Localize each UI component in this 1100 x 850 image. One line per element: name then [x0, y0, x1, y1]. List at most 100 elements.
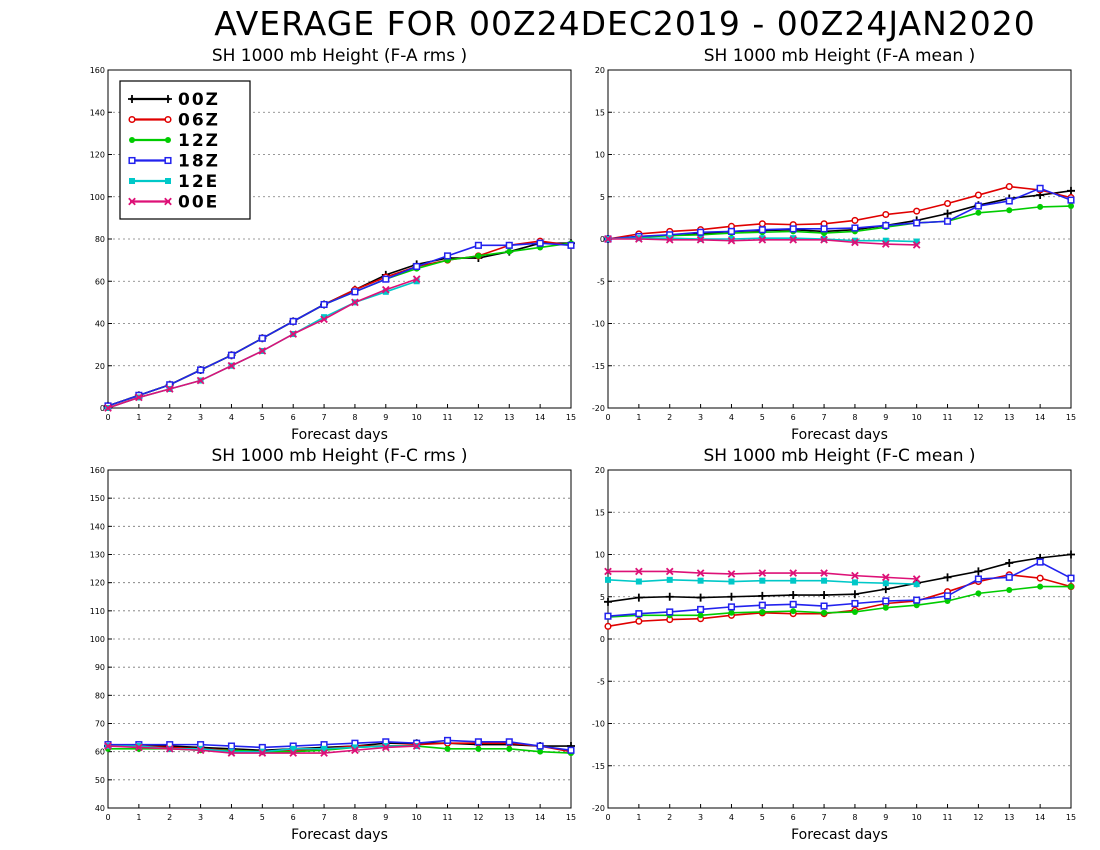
data-point — [635, 610, 643, 618]
data-point — [443, 736, 452, 744]
data-point — [1006, 586, 1013, 593]
y-tick-label: 40 — [95, 804, 105, 813]
data-point — [881, 240, 890, 248]
x-tick-label: 6 — [791, 813, 796, 822]
legend-entry: 12Z — [129, 131, 218, 151]
data-point — [789, 225, 797, 233]
series-line-00Z — [607, 553, 1072, 603]
data-point — [1037, 203, 1044, 210]
data-point — [351, 746, 359, 755]
x-tick-label: 1 — [636, 813, 641, 822]
data-point — [943, 573, 952, 582]
data-point — [944, 597, 951, 604]
data-point — [882, 221, 890, 230]
x-tick-label: 7 — [822, 413, 827, 422]
legend-entry: 06Z — [128, 111, 218, 131]
data-point — [289, 317, 297, 325]
series-line-06Z — [607, 573, 1072, 628]
y-tick-label: 0 — [100, 404, 105, 413]
x-axis-label: Forecast days — [791, 827, 888, 843]
x-tick-label: 8 — [352, 413, 357, 422]
data-point — [913, 602, 920, 609]
data-point — [228, 748, 235, 755]
y-tick-label: 0 — [600, 635, 605, 644]
data-point — [820, 236, 828, 244]
data-point — [913, 581, 920, 588]
x-tick-label: 7 — [322, 413, 327, 422]
panel-title: SH 1000 mb Height (F-C rms ) — [212, 446, 468, 466]
data-point — [913, 238, 920, 245]
y-tick-label: -15 — [592, 362, 605, 371]
data-point — [666, 576, 673, 583]
data-point — [567, 241, 575, 249]
x-tick-label: 10 — [412, 813, 422, 822]
data-point — [321, 745, 328, 752]
series-line-18Z — [607, 187, 1072, 240]
y-tick-label: 10 — [595, 551, 605, 560]
x-tick-label: 2 — [167, 413, 172, 422]
series-00Z — [604, 550, 1075, 606]
data-point — [289, 330, 298, 338]
data-point — [789, 591, 798, 600]
data-point — [727, 570, 736, 578]
legend-entry: 12E — [129, 172, 219, 192]
x-tick-label: 4 — [229, 413, 234, 422]
data-point — [604, 622, 612, 630]
x-tick-label: 13 — [1004, 813, 1014, 822]
x-tick-label: 1 — [636, 413, 641, 422]
y-tick-label: 150 — [90, 494, 105, 503]
y-tick-label: 100 — [90, 635, 105, 644]
series-18Z — [104, 239, 575, 410]
x-tick-label: 3 — [198, 813, 203, 822]
data-point — [881, 573, 890, 582]
y-tick-label: 140 — [90, 108, 105, 117]
x-tick-label: 9 — [383, 813, 388, 822]
x-tick-label: 14 — [1035, 813, 1045, 822]
legend-entry: 00Z — [128, 90, 218, 110]
panel-title: SH 1000 mb Height (F-A rms ) — [212, 46, 467, 66]
panel-4: 0 1 2 3 4 5 6 7 8 9 10 11 12 13 14 15-20-15-10-50510152… — [592, 446, 1076, 843]
data-point — [851, 224, 859, 232]
data-point — [851, 238, 859, 247]
data-point — [696, 593, 705, 602]
data-point — [790, 608, 797, 615]
x-tick-label: 8 — [852, 813, 857, 822]
data-point — [475, 745, 482, 752]
data-point — [320, 315, 328, 324]
data-point — [697, 605, 705, 613]
data-point — [321, 314, 328, 321]
data-point — [382, 275, 390, 283]
data-point — [474, 241, 482, 249]
data-point — [728, 609, 735, 616]
data-point — [227, 749, 236, 757]
x-tick-label: 10 — [912, 413, 922, 422]
data-point — [697, 228, 705, 236]
data-point — [567, 746, 575, 754]
data-point — [913, 207, 921, 215]
x-tick-label: 5 — [760, 413, 765, 422]
data-point — [604, 612, 612, 620]
y-tick-label: 120 — [90, 579, 105, 588]
data-point — [165, 385, 174, 393]
x-tick-label: 8 — [352, 813, 357, 822]
data-point — [758, 226, 766, 234]
data-point — [912, 241, 921, 249]
data-point — [1005, 183, 1013, 191]
data-point — [104, 742, 112, 750]
x-tick-label: 9 — [883, 413, 888, 422]
data-point — [727, 592, 736, 601]
data-point — [727, 603, 736, 611]
series-12Z — [605, 583, 1074, 621]
legend-label: 12E — [178, 172, 219, 192]
x-tick-label: 2 — [667, 413, 672, 422]
x-tick-label: 6 — [291, 413, 296, 422]
data-point — [1067, 550, 1075, 559]
x-tick-label: 10 — [412, 413, 422, 422]
data-point — [537, 748, 544, 755]
x-tick-label: 1 — [136, 813, 141, 822]
data-point — [412, 742, 421, 750]
data-point — [381, 743, 390, 752]
y-tick-label: 80 — [95, 691, 105, 700]
